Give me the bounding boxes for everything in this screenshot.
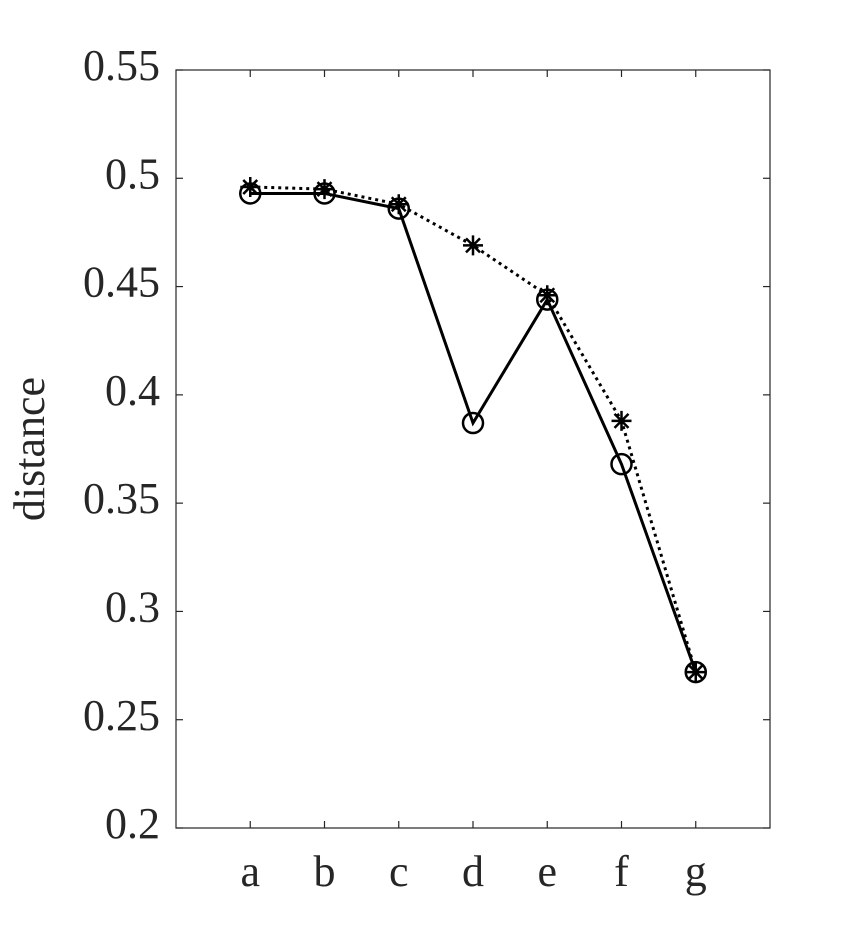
y-tick-label: 0.3	[105, 583, 160, 632]
star-marker	[388, 194, 409, 215]
circle-marker	[610, 452, 633, 476]
star-marker	[463, 235, 483, 256]
x-tick-label: g	[685, 847, 707, 896]
series-line	[250, 185, 698, 673]
y-tick-label: 0.35	[83, 474, 160, 523]
star-marker	[685, 662, 706, 683]
x-tick-label: e	[537, 847, 557, 896]
star-marker	[611, 410, 632, 431]
circle-marker	[461, 411, 485, 435]
star-marker	[314, 179, 335, 200]
y-tick-label: 0.5	[105, 149, 160, 198]
x-tick-label: a	[240, 847, 260, 896]
star-marker	[537, 285, 558, 306]
x-tick-label: d	[462, 847, 484, 896]
plot-frame	[175, 69, 771, 829]
y-axis-label: distance	[5, 377, 54, 521]
star-marker	[240, 176, 261, 197]
y-tick-label: 0.55	[83, 41, 160, 90]
y-tick-label: 0.25	[83, 691, 160, 740]
y-tick-label: 0.45	[83, 258, 160, 307]
x-tick-label: f	[614, 847, 629, 896]
x-tick-label: c	[389, 847, 409, 896]
x-tick-label: b	[314, 847, 336, 896]
y-tick-label: 0.2	[105, 799, 160, 848]
y-tick-label: 0.4	[105, 366, 160, 415]
